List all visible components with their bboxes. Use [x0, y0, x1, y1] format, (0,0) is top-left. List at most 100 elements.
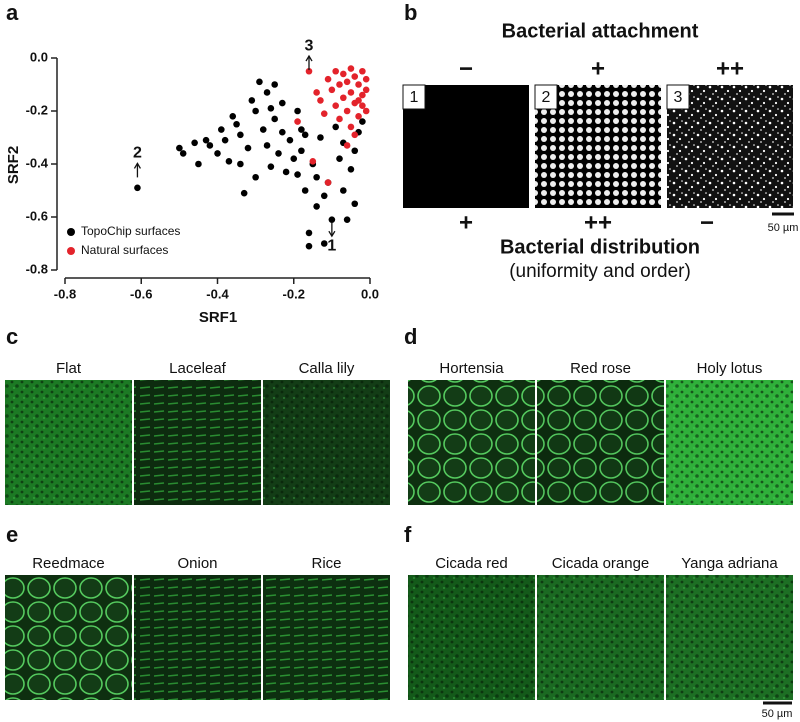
image-caption: Laceleaf	[169, 360, 227, 377]
panel-title: Bacterial attachment	[502, 20, 699, 42]
point	[309, 158, 317, 165]
point	[221, 136, 229, 144]
number-box	[666, 84, 690, 110]
texture	[537, 380, 664, 505]
point	[313, 173, 320, 181]
scale-label: 50 µm	[768, 222, 799, 234]
x-axis-label: SRF1	[199, 309, 237, 326]
y-tick-label: 0.0	[30, 49, 48, 64]
texture	[408, 380, 535, 505]
point	[324, 179, 332, 186]
point	[267, 163, 275, 170]
point	[351, 200, 359, 208]
image-number: 1	[410, 89, 419, 106]
point	[351, 131, 359, 139]
point	[279, 99, 286, 107]
y-tick-label: -0.6	[26, 208, 48, 223]
point	[179, 150, 187, 157]
point	[347, 123, 355, 131]
point	[252, 173, 259, 181]
image-caption: Cicada red	[435, 555, 508, 572]
x-tick-label: -0.2	[283, 286, 305, 301]
y-tick-label: -0.8	[26, 261, 48, 276]
panel-label: a	[6, 0, 19, 25]
point	[214, 150, 221, 157]
point	[301, 131, 309, 139]
point	[305, 229, 313, 237]
point	[351, 73, 359, 80]
point	[340, 70, 347, 78]
point	[347, 166, 355, 173]
point	[328, 86, 336, 94]
point	[359, 102, 366, 109]
image-caption: Reedmace	[32, 555, 105, 572]
legend-label: Natural surfaces	[81, 243, 168, 257]
texture	[263, 380, 390, 505]
point	[202, 136, 210, 144]
number-box	[534, 84, 558, 110]
point	[355, 97, 362, 104]
image-caption: Flat	[56, 360, 82, 377]
point	[244, 144, 252, 152]
point	[263, 142, 271, 149]
point	[176, 144, 183, 152]
point	[229, 113, 237, 120]
point	[355, 113, 362, 120]
point	[301, 187, 309, 194]
texture	[537, 575, 664, 700]
point	[294, 107, 301, 115]
point	[256, 78, 263, 86]
arrow-head	[133, 162, 141, 169]
texture	[5, 380, 132, 505]
point	[252, 107, 259, 115]
attachment-sign: ++	[716, 55, 744, 82]
point	[320, 110, 328, 117]
point	[359, 91, 366, 99]
attachment-sign: +	[591, 55, 605, 82]
image-caption: Cicada orange	[552, 555, 650, 572]
point	[237, 131, 244, 139]
panel-label: e	[6, 522, 18, 547]
image-caption: Onion	[177, 555, 217, 572]
point	[343, 107, 351, 115]
image-caption: Rice	[311, 555, 341, 572]
point	[336, 155, 343, 162]
subtitle: Bacterial distribution	[500, 236, 700, 258]
texture	[5, 575, 132, 700]
point	[362, 75, 370, 83]
arrow-head	[328, 230, 336, 238]
image-caption: Yanga adriana	[681, 555, 778, 572]
image-caption: Hortensia	[439, 360, 504, 377]
x-tick-label: -0.8	[54, 286, 76, 301]
annotation: 3	[305, 37, 314, 54]
point	[233, 120, 240, 128]
point	[351, 147, 359, 155]
texture	[263, 575, 390, 700]
arrow-head	[305, 54, 313, 62]
point	[225, 158, 233, 165]
distribution-sign: −	[700, 209, 714, 236]
image-number: 2	[542, 89, 551, 106]
panel-label: c	[6, 324, 18, 349]
point	[305, 242, 313, 250]
point	[324, 75, 332, 83]
point	[271, 81, 278, 88]
point	[343, 142, 351, 149]
texture	[666, 575, 793, 700]
point	[240, 189, 248, 197]
point	[195, 160, 202, 168]
point	[294, 171, 301, 178]
panel-label: d	[404, 324, 417, 349]
point	[362, 86, 370, 94]
texture	[134, 380, 261, 505]
point	[267, 105, 275, 112]
point	[237, 160, 244, 168]
attachment-sign: −	[459, 55, 473, 82]
point	[317, 134, 324, 141]
point	[320, 240, 328, 247]
point	[328, 216, 336, 223]
scale-label: 50 µm	[762, 708, 793, 720]
image-caption: Red rose	[570, 360, 631, 377]
annotation: 2	[133, 145, 142, 162]
